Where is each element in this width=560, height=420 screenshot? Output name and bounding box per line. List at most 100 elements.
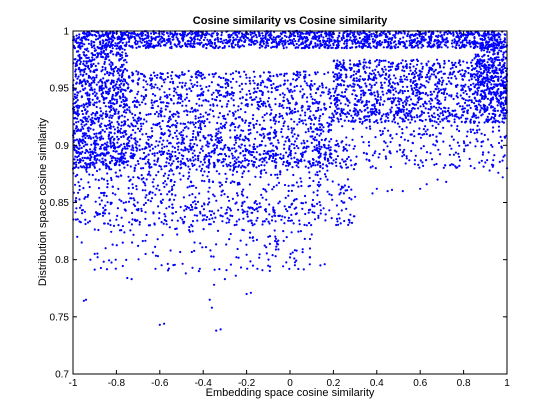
data-point bbox=[289, 82, 292, 85]
data-point bbox=[394, 77, 397, 80]
data-point bbox=[120, 82, 123, 85]
data-point bbox=[132, 72, 135, 76]
data-point bbox=[422, 44, 425, 48]
data-point bbox=[478, 70, 481, 73]
data-point bbox=[105, 127, 108, 130]
data-point bbox=[73, 47, 76, 50]
data-point bbox=[189, 142, 192, 145]
data-point bbox=[451, 39, 454, 42]
data-point bbox=[106, 52, 110, 56]
data-point bbox=[193, 35, 197, 38]
data-point bbox=[170, 45, 173, 48]
data-point bbox=[429, 75, 432, 78]
data-point bbox=[410, 73, 413, 76]
data-point bbox=[288, 90, 291, 93]
data-point bbox=[411, 92, 414, 95]
data-point bbox=[110, 50, 114, 53]
data-point bbox=[259, 99, 262, 103]
data-point bbox=[417, 46, 420, 49]
data-point bbox=[117, 77, 120, 80]
data-point bbox=[86, 105, 89, 108]
data-point bbox=[105, 57, 108, 60]
data-point bbox=[244, 135, 247, 138]
data-point bbox=[308, 115, 311, 118]
data-point bbox=[165, 42, 168, 45]
data-point bbox=[394, 68, 397, 71]
data-point bbox=[461, 105, 464, 108]
data-point bbox=[314, 136, 317, 139]
data-point bbox=[278, 40, 281, 44]
data-point bbox=[96, 55, 99, 59]
data-point bbox=[317, 37, 320, 40]
data-point bbox=[364, 44, 367, 48]
data-point bbox=[366, 37, 370, 41]
data-point bbox=[282, 44, 285, 48]
data-point bbox=[382, 59, 385, 62]
data-point bbox=[405, 75, 408, 79]
data-point bbox=[129, 45, 132, 48]
data-point bbox=[284, 164, 288, 167]
data-point bbox=[376, 34, 379, 38]
data-point bbox=[246, 105, 249, 108]
data-point bbox=[437, 34, 440, 37]
data-point bbox=[138, 36, 141, 39]
data-point bbox=[123, 96, 127, 99]
data-point bbox=[116, 51, 119, 54]
data-point bbox=[405, 65, 408, 68]
data-point bbox=[90, 119, 93, 122]
data-point bbox=[465, 93, 468, 96]
data-point bbox=[200, 93, 203, 96]
data-point bbox=[100, 55, 103, 59]
data-point bbox=[338, 72, 341, 75]
data-point bbox=[267, 38, 271, 42]
data-point bbox=[124, 58, 127, 62]
data-point bbox=[103, 130, 106, 133]
data-point bbox=[85, 33, 88, 36]
data-point bbox=[173, 131, 177, 134]
data-point bbox=[322, 39, 325, 42]
data-point bbox=[176, 37, 179, 40]
data-point bbox=[279, 84, 282, 87]
data-point bbox=[99, 107, 102, 110]
data-point bbox=[471, 40, 474, 44]
data-point bbox=[160, 127, 163, 131]
data-point bbox=[129, 134, 133, 137]
data-point bbox=[175, 135, 178, 138]
data-point bbox=[91, 92, 95, 95]
data-point bbox=[216, 132, 219, 135]
data-point bbox=[432, 45, 435, 48]
data-point bbox=[281, 104, 284, 107]
data-point bbox=[94, 94, 97, 97]
data-point bbox=[204, 42, 207, 46]
data-point bbox=[137, 71, 140, 74]
data-point bbox=[299, 34, 302, 37]
data-point bbox=[416, 91, 419, 94]
data-point bbox=[305, 82, 308, 85]
data-point bbox=[74, 70, 77, 73]
data-point bbox=[113, 37, 116, 40]
data-point bbox=[286, 135, 289, 138]
data-point bbox=[463, 101, 467, 104]
data-point bbox=[139, 122, 142, 125]
data-point bbox=[466, 36, 469, 39]
data-point bbox=[110, 61, 113, 64]
data-point bbox=[391, 62, 394, 65]
data-point bbox=[115, 54, 118, 57]
data-point bbox=[412, 103, 415, 106]
data-point bbox=[252, 114, 255, 117]
data-point bbox=[494, 46, 497, 50]
data-point bbox=[358, 36, 361, 40]
data-point bbox=[465, 61, 469, 64]
data-point bbox=[352, 33, 356, 36]
data-point bbox=[281, 92, 284, 95]
data-point bbox=[122, 88, 125, 91]
data-point bbox=[131, 146, 134, 149]
data-point bbox=[80, 39, 84, 43]
data-point bbox=[357, 40, 360, 44]
data-point bbox=[336, 107, 339, 110]
data-point bbox=[350, 114, 353, 117]
data-point bbox=[256, 103, 260, 106]
data-point bbox=[127, 124, 130, 127]
data-point bbox=[86, 97, 89, 100]
data-point bbox=[438, 62, 441, 65]
